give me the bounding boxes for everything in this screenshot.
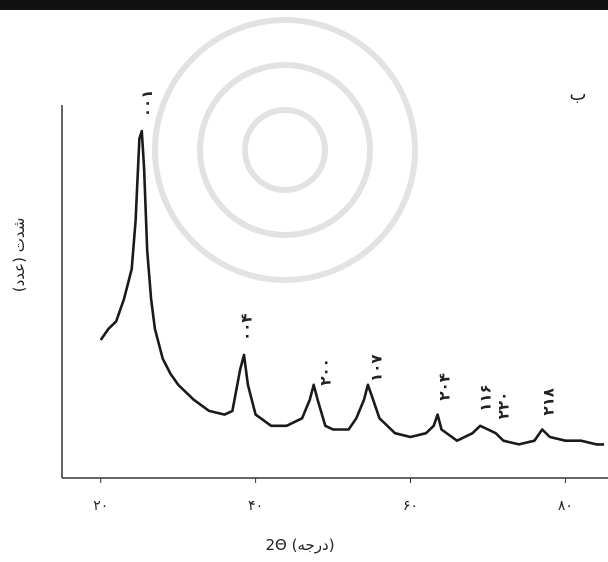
panel-label: ب [570,84,587,105]
top-border [0,0,608,10]
x-tick-label: ۲۰ [93,498,108,514]
x-tick-label: ۶۰ [403,498,418,514]
watermark [152,17,418,283]
peak-label: ۲۲۰ [494,392,512,419]
peak-label: ۰۰۱ [138,90,156,117]
peak-label: ۲۰۰ [316,358,334,385]
peak-label: ۰۰۴ [237,313,255,340]
peak-label: ۲۱۸ [539,388,557,415]
y-axis-label: شدت (عدد) [10,218,28,293]
peak-label: ۱۰۷ [367,354,385,381]
x-tick-label: ۸۰ [558,498,573,514]
x-tick-label: ۴۰ [248,498,263,514]
xrd-line [99,129,605,446]
peak-label: ۲۰۴ [436,373,454,400]
peak-label: ۱۱۶ [477,384,495,411]
x-axis-label: 2Θ (درجه) [265,536,334,554]
